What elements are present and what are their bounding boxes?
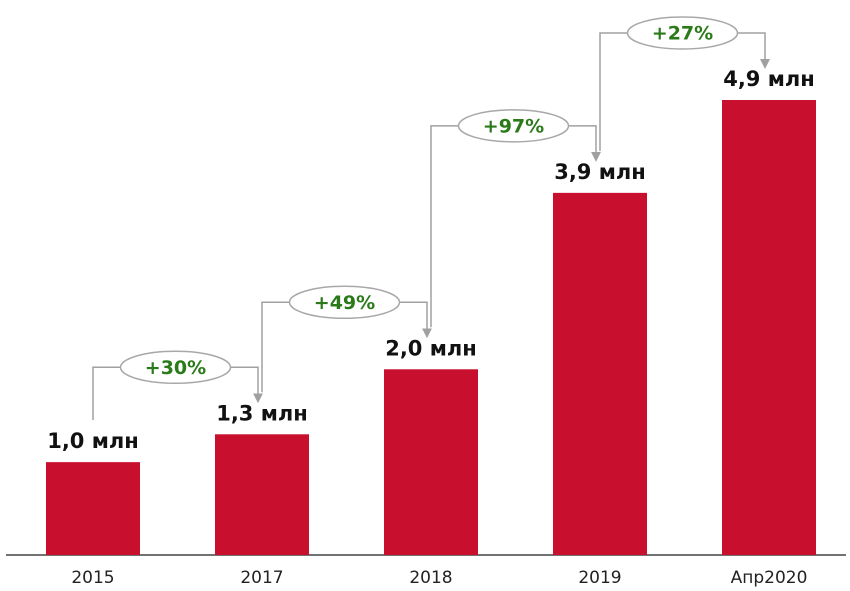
annotation: +49%	[314, 292, 375, 314]
x-tick-label: 2015	[71, 568, 114, 588]
x-tick-label: 2019	[578, 568, 621, 588]
value-label: 2,0 млн	[385, 336, 477, 360]
bar	[215, 434, 309, 555]
annotation: +30%	[145, 357, 206, 379]
value-label: 1,0 млн	[47, 429, 139, 453]
value-label: 4,9 млн	[723, 67, 815, 91]
annotation: +97%	[483, 115, 544, 137]
bar	[384, 369, 478, 555]
x-tick-label: 2017	[240, 568, 283, 588]
value-label: 3,9 млн	[554, 160, 646, 184]
annotation-bubble	[626, 16, 739, 50]
annotation-bubble	[119, 350, 232, 385]
bar	[722, 100, 816, 555]
annotation-bubble	[457, 109, 570, 143]
bar	[46, 462, 140, 555]
value-label: 1,3 млн	[216, 401, 308, 425]
bar	[553, 192, 647, 555]
annotation-bubble	[288, 285, 401, 320]
annotation: +27%	[652, 23, 713, 45]
x-tick-label: Апр2020	[731, 568, 808, 588]
x-tick-label: 2018	[409, 568, 452, 588]
